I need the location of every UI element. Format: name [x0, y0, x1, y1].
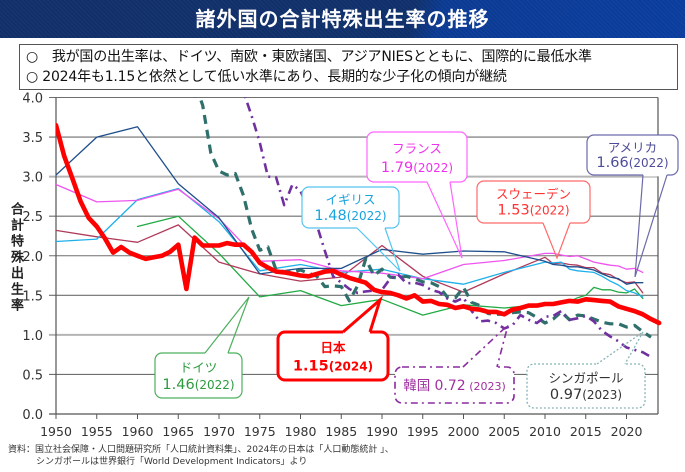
annotation-value-singapore: 0.97(2023)	[550, 387, 622, 403]
callout-box	[276, 330, 390, 382]
callout-pointer	[342, 295, 384, 334]
footnote-line-2: シンガポールは世界銀行「World Development Indicators…	[36, 457, 308, 467]
x-tick-label: 2010	[529, 424, 561, 439]
title-bar: 諸外国の合計特殊出生率の推移	[0, 0, 685, 38]
callout-korea: 韓国 0.72 (2023)	[394, 322, 515, 404]
callouts: フランス1.79(2022)イギリス1.48(2022)スウェーデン1.53(2…	[154, 131, 679, 409]
callout-france: フランス 1.79(2022)	[366, 131, 468, 259]
annotation-value: 0.72	[435, 378, 466, 394]
annotation-value-usa: 1.66(2022)	[596, 155, 668, 171]
callout-box	[301, 186, 400, 229]
callout-box	[154, 352, 243, 399]
annotation-label-uk: イギリス	[325, 192, 375, 207]
y-tick-label: 3.0	[22, 171, 43, 186]
annotation-value: 0.97	[550, 387, 582, 403]
annotation-value: 1.66	[596, 155, 628, 171]
annotation-value-japan: 1.15(2024)	[293, 358, 373, 374]
summary-box: ○ 我が国の出生率は、ドイツ、南欧・東欧諸国、アジアNIESとともに、国際的に最…	[19, 44, 678, 90]
y-axis-label: 合計特殊出生率	[8, 202, 23, 314]
x-tick-label: 2020	[611, 424, 643, 439]
x-tick-label: 2005	[488, 424, 520, 439]
callout-singapore: シンガポール 0.97(2023)	[526, 331, 646, 409]
annotation-label-usa: アメリカ	[608, 140, 657, 155]
y-tick-label: 0.5	[22, 368, 43, 383]
summary-line-2: ○ 2024年も1.15と依然として低い水準にあり、長期的な少子化の傾向が継続	[26, 69, 507, 85]
callout-pointer	[462, 322, 510, 368]
callout-pointer	[356, 227, 401, 272]
annotation-value: 1.46	[162, 377, 194, 393]
y-tick-label: 1.0	[22, 329, 43, 344]
page-title: 諸外国の合計特殊出生率の推移	[195, 7, 490, 31]
annotation-year: (2022)	[530, 204, 570, 218]
annotation-value-france: 1.79(2022)	[381, 160, 453, 176]
x-tick-label: 1950	[40, 424, 72, 439]
annotation-value: 1.79	[381, 160, 413, 176]
y-tick-label: 1.5	[22, 289, 43, 304]
annotation-label-germany: ドイツ	[180, 360, 218, 375]
summary-line-1: ○ 我が国の出生率は、ドイツ、南欧・東欧諸国、アジアNIESとともに、国際的に最…	[26, 49, 592, 65]
series-line-japan	[56, 122, 662, 326]
annotation-value-sweden: 1.53(2022)	[497, 203, 569, 219]
footnote-line-1: 資料：国立社会保障・人口問題研究所「人口統計資料集」、2024年の日本は「人口動…	[8, 445, 394, 455]
annotation-year: (2022)	[629, 156, 669, 170]
annotation-value: 1.53	[497, 203, 529, 219]
x-tick-label: 1975	[244, 424, 276, 439]
annotation-value: 1.48	[314, 208, 346, 224]
x-tick-label: 1960	[122, 424, 154, 439]
series-line-sweden	[56, 224, 644, 294]
source-footnote: 資料：国立社会保障・人口問題研究所「人口統計資料集」、2024年の日本は「人口動…	[8, 444, 394, 468]
annotation-year: (2022)	[413, 161, 453, 175]
annotation-value-uk: 1.48(2022)	[314, 208, 386, 224]
annotation-text-korea: 韓国 0.72 (2023)	[403, 378, 506, 394]
annotation-label-france: フランス	[392, 141, 442, 156]
callout-box	[586, 134, 679, 176]
y-tick-label: 2.5	[22, 210, 43, 225]
x-tick-label: 2000	[448, 424, 480, 439]
callout-japan: 日本 1.15(2024)	[276, 295, 390, 382]
callout-germany: ドイツ 1.46(2022)	[154, 296, 250, 399]
x-tick-label: 1955	[81, 424, 113, 439]
y-tick-label: 2.0	[22, 250, 43, 265]
callout-pointer	[426, 181, 463, 259]
x-tick-label: 1970	[203, 424, 235, 439]
annotation-label-singapore: シンガポール	[548, 370, 623, 385]
callout-box	[366, 131, 468, 183]
callout-pointer	[634, 174, 668, 278]
annotation-value: 1.15	[293, 358, 329, 374]
series-line-korea	[244, 97, 652, 359]
annotation-label: 韓国	[403, 378, 430, 394]
annotation-value-germany: 1.46(2022)	[162, 377, 234, 393]
x-tick-label: 1990	[366, 424, 398, 439]
y-tick-label: 3.5	[22, 131, 43, 146]
annotation-year: (2023)	[469, 380, 506, 393]
annotation-year: (2022)	[195, 378, 235, 392]
y-tick-label: 4.0	[22, 92, 43, 107]
callout-box	[476, 180, 591, 224]
x-tick-label: 1985	[325, 424, 357, 439]
series-line-uk	[56, 187, 644, 298]
callout-box	[394, 366, 515, 404]
x-tick-label: 1980	[285, 424, 317, 439]
x-tick-label: 2015	[570, 424, 602, 439]
annotation-year: (2024)	[329, 359, 373, 373]
series-line-usa	[56, 126, 644, 285]
annotation-year: (2022)	[347, 209, 387, 223]
callout-pointer	[204, 296, 250, 354]
series-line-singapore	[198, 97, 652, 339]
callout-pointer	[596, 331, 644, 365]
y-tick-label: 0.0	[22, 408, 43, 423]
x-tick-label: 1995	[407, 424, 439, 439]
annotation-label-sweden: スウェーデン	[496, 187, 571, 202]
annotation-label-japan: 日本	[320, 340, 346, 355]
callout-box	[526, 363, 646, 409]
callout-pointer	[542, 222, 571, 260]
series-group	[56, 97, 662, 359]
x-tick-label: 1965	[162, 424, 194, 439]
annotation-year: (2023)	[582, 388, 622, 402]
